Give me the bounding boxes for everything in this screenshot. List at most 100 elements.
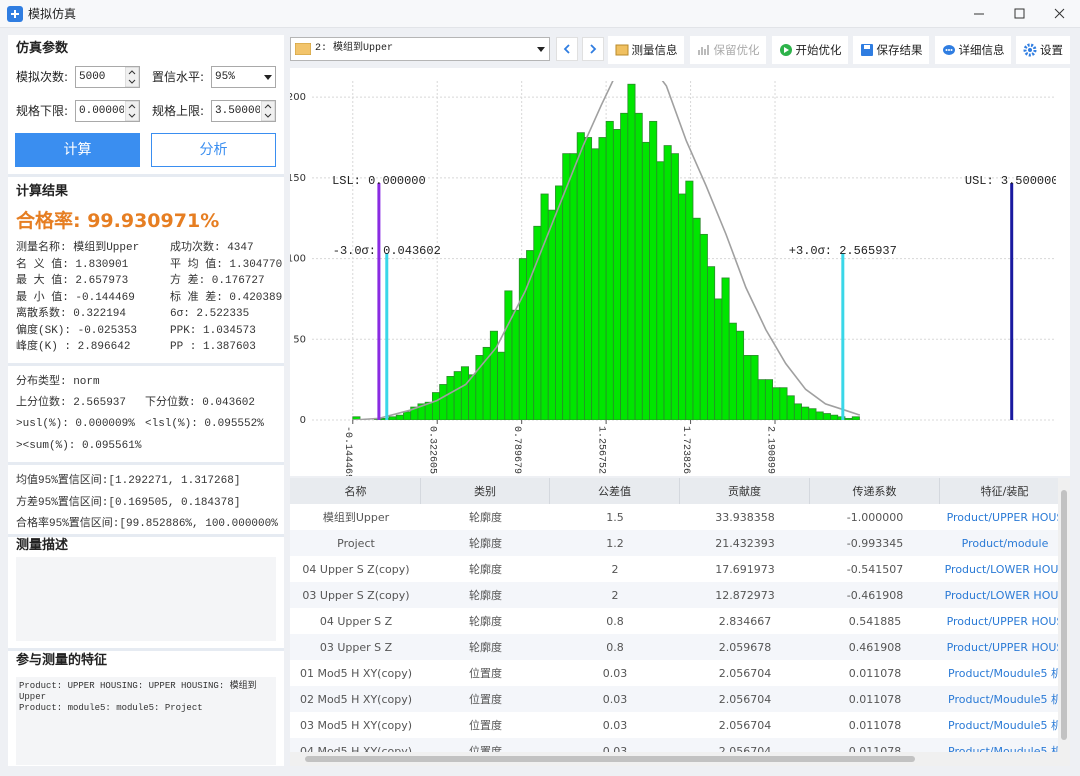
scroll-thumb[interactable] [305, 756, 915, 762]
selector-text: 2: 模组到Upper [315, 43, 394, 54]
y-tick-label: 50 [293, 334, 306, 345]
field-value: 5000 [79, 71, 106, 83]
table-cell: 2.834667 [718, 614, 772, 628]
selector-icon [295, 43, 311, 55]
field-label: 置信水平: [152, 70, 205, 84]
spin-box[interactable]: 5000 [75, 66, 140, 88]
x-tick-label: 1.723826 [680, 426, 691, 474]
table-cell: 21.432393 [715, 536, 775, 550]
histogram-bar [540, 193, 549, 420]
distribution-item: 上分位数: 2.565937 [16, 397, 127, 409]
toolbar-button[interactable]: 保存结果 [853, 36, 929, 64]
histogram-bar [728, 322, 737, 420]
histogram-bar [446, 376, 455, 420]
histogram-bar [431, 392, 441, 420]
field-value: 3.500000 [215, 105, 260, 117]
next-button[interactable] [582, 37, 604, 61]
distribution-item: >usl(%): 0.000009% [16, 418, 135, 430]
histogram-bar [692, 217, 701, 420]
histogram-bar [584, 137, 593, 420]
measurement-selector[interactable]: 2: 模组到Upper [290, 37, 550, 61]
table-row[interactable]: 04 Upper S Z 轮廓度 0.8 2.834667 0.541885 Produc… [290, 608, 1070, 634]
histogram-bar [591, 148, 600, 420]
table-row[interactable]: 03 Mod5 H XY(copy) 位置度 0.03 2.056704 0.01107… [290, 712, 1070, 738]
table-row[interactable]: 04 Upper S Z(copy) 轮廓度 2 17.691973 -0.541507… [290, 556, 1070, 582]
spin-arrows[interactable] [125, 101, 139, 121]
toolbar-icon [697, 45, 709, 55]
table-cell: 轮廓度 [469, 589, 502, 602]
toolbar-button[interactable]: 测量信息 [608, 36, 684, 64]
table-cell: Product/Moudule5 机 [948, 667, 1062, 680]
histogram-bar [453, 371, 462, 420]
y-tick-label: 100 [290, 254, 306, 265]
table-row[interactable]: 01 Mod5 H XY(copy) 位置度 0.03 2.056704 0.01107… [290, 660, 1070, 686]
table-row[interactable]: 03 Upper S Z 轮廓度 0.8 2.059678 0.461908 Produc… [290, 634, 1070, 660]
table-row[interactable]: 模组到Upper 轮廓度 1.5 33.938358 -1.000000 Product/… [290, 504, 1070, 530]
distribution-item: ><sum(%): 0.095561% [16, 440, 142, 452]
vertical-scrollbar[interactable] [1058, 478, 1070, 752]
window-title: 模拟仿真 [28, 7, 77, 21]
histogram-bar [707, 266, 716, 420]
table-cell: 01 Mod5 H XY(copy) [299, 666, 413, 680]
table-cell: 轮廓度 [469, 537, 502, 550]
histogram-bar [772, 387, 781, 420]
histogram-bar [526, 250, 535, 420]
table-row[interactable]: 02 Mod5 H XY(copy) 位置度 0.03 2.056704 0.01107… [290, 686, 1070, 712]
field-value: 0.000000 [79, 105, 124, 117]
toolbar-icon [860, 44, 873, 56]
dropdown-arrow[interactable] [261, 67, 275, 87]
x-tick-label: 0.322605 [427, 426, 438, 474]
analyze-button[interactable]: 分析 [151, 133, 276, 167]
toolbar-button-label: 开始优化 [795, 43, 842, 57]
histogram-bar [844, 417, 853, 420]
table-cell: 轮廓度 [469, 615, 502, 628]
histogram-bar [605, 120, 614, 420]
features-box[interactable]: Product: UPPER HOUSING: UPPER HOUSING: 模… [16, 677, 276, 765]
histogram-bar [627, 83, 636, 420]
histogram-bar [569, 153, 578, 420]
histogram-bar [786, 395, 795, 420]
select-box[interactable]: 95% [211, 66, 276, 88]
histogram-bar [656, 161, 665, 420]
toolbar-button[interactable]: 开始优化 [772, 36, 848, 64]
prev-button[interactable] [556, 37, 578, 61]
column-header: 特征/装配 [940, 478, 1070, 504]
histogram-bar [518, 258, 527, 420]
histogram-bar [620, 112, 629, 420]
table-cell: 0.461908 [848, 640, 902, 654]
spin-box[interactable]: 0.000000 [75, 100, 140, 122]
confidence-interval: 方差95%置信区间:[0.169505, 0.184378] [16, 496, 241, 509]
scroll-thumb[interactable] [1061, 490, 1067, 740]
histogram-bar [388, 416, 397, 420]
table-row[interactable]: 03 Upper S Z(copy) 轮廓度 2 12.872973 -0.461908… [290, 582, 1070, 608]
toolbar-button[interactable]: 详细信息 [935, 36, 1011, 64]
description-box[interactable] [16, 557, 276, 641]
table-cell: 轮廓度 [469, 641, 502, 654]
calculate-button[interactable]: 计算 [15, 133, 140, 167]
stat-item: 成功次数: 4347 [170, 242, 254, 254]
histogram-bar [641, 141, 650, 420]
stat-item: 名 义 值: 1.830901 [16, 258, 129, 271]
spin-arrows[interactable] [125, 67, 139, 87]
title-bar: 模拟仿真 [0, 0, 1080, 28]
toolbar-button[interactable]: 设置 [1016, 36, 1070, 64]
table-cell: 0.011078 [848, 666, 902, 680]
horizontal-scrollbar[interactable] [290, 752, 1070, 766]
table-row[interactable]: Project 轮廓度 1.2 21.432393 -0.993345 Product/m… [290, 530, 1070, 556]
column-header: 名称 [291, 478, 421, 504]
histogram-bar [504, 290, 513, 420]
field-label: 规格下限: [16, 104, 69, 118]
app-icon [7, 6, 23, 22]
spin-box[interactable]: 3.500000 [211, 100, 276, 122]
table-cell: 12.872973 [715, 588, 775, 602]
separator [8, 363, 284, 366]
spin-arrows[interactable] [261, 101, 275, 121]
table-cell: 位置度 [469, 667, 502, 680]
toolbar-button: 保留优化 [690, 36, 766, 64]
annotation-group: -3.0σ: 0.043602 [333, 244, 441, 258]
table-cell: 0.03 [602, 692, 628, 706]
column-header: 公差值 [550, 478, 680, 504]
table-cell: 位置度 [469, 693, 502, 706]
window-controls[interactable] [960, 0, 1080, 28]
column-header: 传递系数 [810, 478, 940, 504]
